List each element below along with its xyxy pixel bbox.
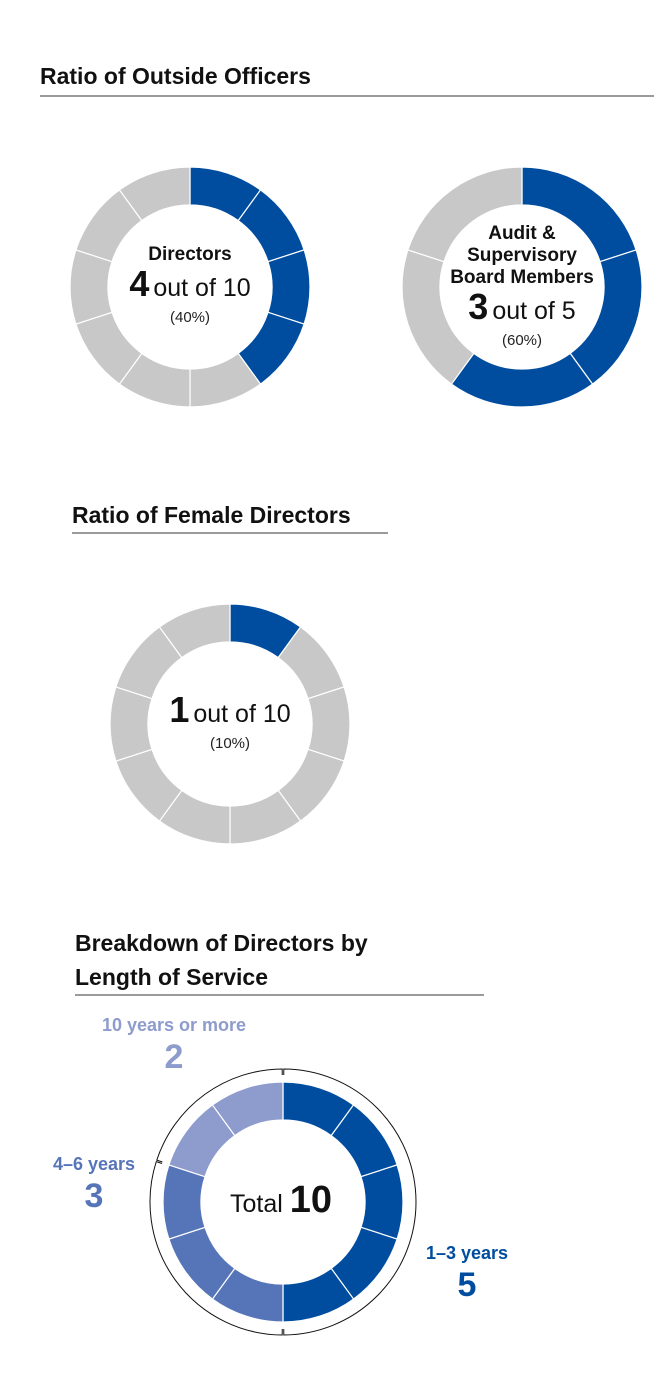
directors-ratio: 4 out of 10 — [129, 266, 250, 306]
audit-count: 3 — [468, 286, 489, 327]
audit-label-line3: Board Members — [450, 267, 594, 288]
female-ratio: 1 out of 10 — [169, 692, 290, 732]
donut-segment — [360, 1164, 404, 1240]
donut-segment — [158, 603, 231, 659]
donut-segment — [211, 1081, 284, 1137]
female-count: 1 — [169, 689, 190, 730]
service-title-line2: Length of Service — [75, 964, 268, 990]
legend-4-6-value: 3 — [84, 1177, 104, 1215]
directors-count: 4 — [129, 263, 150, 304]
directors-percent: (40%) — [169, 309, 210, 326]
legend-1-3-years: 1–3 years 5 — [412, 1242, 522, 1306]
directors-label: Directors — [148, 244, 232, 265]
donut-segment — [407, 166, 523, 263]
directors-of-text: out of 10 — [153, 274, 251, 302]
legend-1-3-value: 5 — [457, 1266, 477, 1304]
donut-segment — [267, 249, 311, 325]
female-center-label: 1 out of 10 (10%) — [150, 644, 310, 804]
directors-center-label: Directors 4 out of 10 (40%) — [110, 207, 270, 367]
female-percent: (10%) — [209, 735, 250, 752]
total-text: Total 10 — [229, 1179, 336, 1222]
length-of-service-donut-svg — [149, 1068, 417, 1336]
female-directors-title: Ratio of Female Directors — [72, 502, 351, 528]
female-directors-donut-svg — [109, 603, 351, 845]
directors-donut-chart: Directors 4 out of 10 (40%) — [69, 166, 311, 408]
length-of-service-donut-chart: Total 10 — [143, 1062, 423, 1342]
donut-segment — [162, 1164, 206, 1240]
group-bracket-arc — [156, 1068, 283, 1163]
legend-10-years-value: 2 — [164, 1038, 184, 1076]
outside-officers-title: Ratio of Outside Officers — [40, 63, 311, 89]
audit-label-line2: Supervisory — [467, 245, 577, 266]
legend-4-6-label: 4–6 years — [52, 1154, 136, 1174]
service-title-rule — [75, 994, 484, 996]
donut-segment — [69, 249, 113, 325]
audit-of-text: out of 5 — [492, 297, 576, 325]
outside-officers-rule — [40, 95, 654, 97]
service-title-line1: Breakdown of Directors by — [75, 930, 368, 956]
legend-1-3-label: 1–3 years — [425, 1243, 509, 1263]
legend-10-years-label: 10 years or more — [101, 1015, 247, 1035]
audit-board-center-label: Audit & Supervisory Board Members 3 out o… — [432, 203, 612, 373]
donut-segment — [118, 166, 191, 222]
female-directors-donut-chart: 1 out of 10 (10%) — [109, 603, 351, 845]
audit-ratio: 3 out of 5 — [468, 289, 575, 329]
female-of-text: out of 10 — [193, 700, 291, 728]
total-label: Total — [229, 1190, 283, 1218]
directors-donut-svg — [69, 166, 311, 408]
group-bracket-arc — [283, 1068, 417, 1336]
audit-board-donut-chart: Audit & Supervisory Board Members 3 out o… — [401, 166, 643, 408]
female-directors-rule — [72, 532, 388, 534]
legend-10-years-or-more: 10 years or more 2 — [84, 1014, 264, 1078]
donut-segment — [109, 686, 153, 762]
total-value: 10 — [289, 1179, 333, 1221]
group-bracket-arc — [149, 1161, 283, 1336]
audit-percent: (60%) — [501, 332, 542, 349]
donut-segment — [307, 686, 351, 762]
audit-board-donut-svg — [401, 166, 643, 408]
legend-4-6-years: 4–6 years 3 — [40, 1153, 148, 1217]
audit-label-line1: Audit & — [488, 223, 556, 244]
total-center-label: Total 10 — [203, 1122, 363, 1282]
